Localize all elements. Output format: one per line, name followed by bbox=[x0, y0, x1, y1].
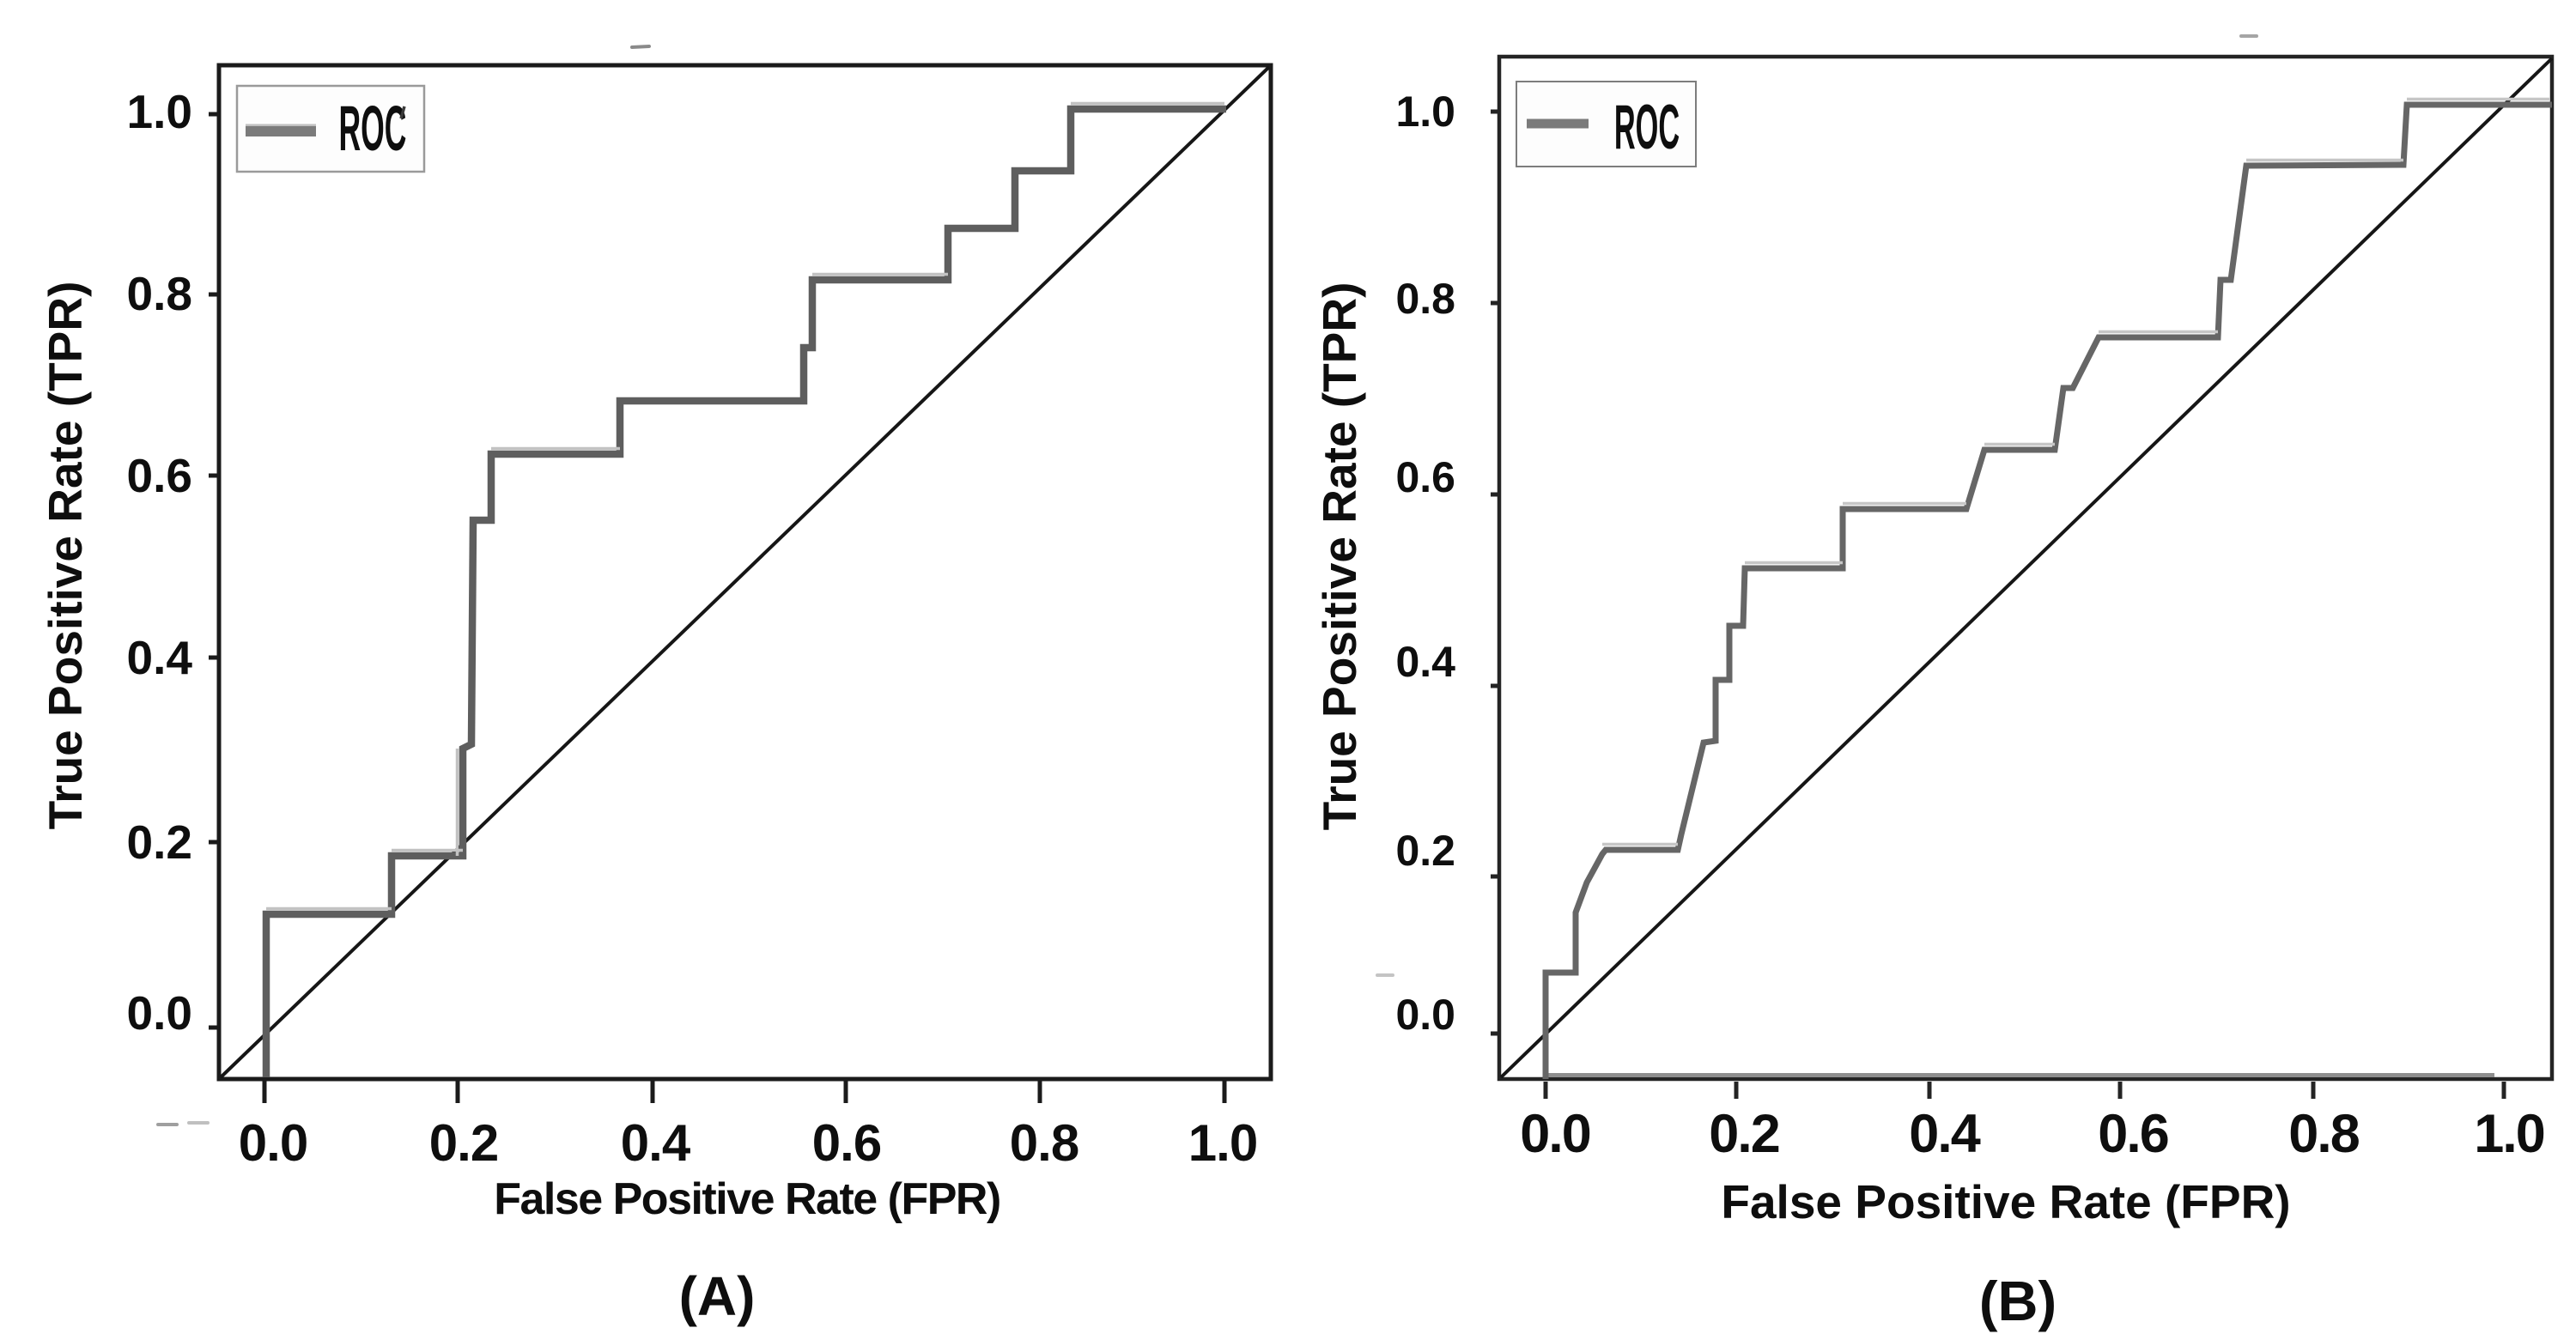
svg-text:False Positive Rate (FPR): False Positive Rate (FPR) bbox=[1721, 1175, 2290, 1228]
svg-text:False Positive Rate (FPR): False Positive Rate (FPR) bbox=[494, 1174, 1000, 1224]
svg-text:0.6: 0.6 bbox=[2098, 1104, 2168, 1164]
svg-text:(A): (A) bbox=[679, 1265, 756, 1327]
svg-text:0.6: 0.6 bbox=[1395, 453, 1455, 501]
svg-text:0.4: 0.4 bbox=[621, 1114, 691, 1172]
svg-text:0.2: 0.2 bbox=[429, 1114, 498, 1172]
svg-text:True Positive Rate (TPR): True Positive Rate (TPR) bbox=[1313, 282, 1366, 831]
svg-text:0.8: 0.8 bbox=[1010, 1114, 1078, 1172]
svg-text:0.2: 0.2 bbox=[1395, 827, 1455, 875]
svg-text:0.8: 0.8 bbox=[1395, 275, 1455, 323]
svg-text:0.2: 0.2 bbox=[127, 816, 192, 869]
svg-text:0.0: 0.0 bbox=[1395, 991, 1455, 1039]
svg-text:ROC: ROC bbox=[1614, 93, 1680, 163]
svg-text:0.0: 0.0 bbox=[127, 986, 192, 1040]
svg-text:0.0: 0.0 bbox=[239, 1114, 307, 1172]
svg-text:(B): (B) bbox=[1979, 1270, 2057, 1332]
svg-text:0.4: 0.4 bbox=[1909, 1104, 1981, 1164]
svg-text:1.0: 1.0 bbox=[1395, 88, 1455, 136]
svg-text:ROC: ROC bbox=[339, 94, 407, 165]
svg-text:1.0: 1.0 bbox=[127, 85, 192, 138]
svg-text:0.2: 0.2 bbox=[1709, 1104, 1779, 1164]
svg-text:0.4: 0.4 bbox=[127, 631, 193, 684]
svg-text:0.8: 0.8 bbox=[2288, 1104, 2360, 1164]
svg-text:0.8: 0.8 bbox=[127, 267, 192, 320]
svg-text:1.0: 1.0 bbox=[2474, 1104, 2544, 1164]
svg-text:0.6: 0.6 bbox=[127, 449, 192, 502]
svg-text:0.6: 0.6 bbox=[812, 1114, 881, 1172]
svg-text:0.4: 0.4 bbox=[1395, 638, 1455, 686]
svg-text:0.0: 0.0 bbox=[1520, 1104, 1590, 1164]
svg-text:True Positive Rate (TPR): True Positive Rate (TPR) bbox=[39, 282, 92, 830]
svg-text:1.0: 1.0 bbox=[1188, 1114, 1257, 1172]
